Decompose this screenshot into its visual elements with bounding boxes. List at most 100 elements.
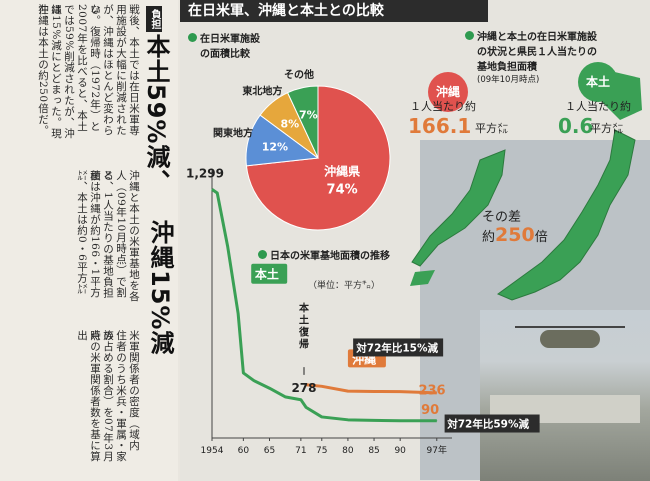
article-text-column: 住者のうち米兵・軍属・家族	[102, 330, 127, 462]
line-point	[269, 387, 270, 389]
line-point	[436, 420, 438, 422]
graphic-title: 在日米軍、沖縄と本土との比較	[180, 0, 488, 22]
article-text-column: では59%削減されたが、沖縄	[50, 4, 75, 139]
reversion-label-char: 土	[299, 314, 309, 327]
mainland-tag-label: 本土	[255, 267, 279, 282]
start-value-label: 1,299	[186, 166, 224, 180]
photo-helicopter	[540, 330, 600, 348]
article-text-column: 米軍関係者の密度（域内	[128, 330, 140, 451]
pie-heading: 在日米軍施設 の面積比較	[188, 30, 260, 60]
line-point	[284, 396, 286, 398]
difference-prefix: その差	[482, 210, 522, 225]
article-text-column: 用施設が大幅に削減された	[115, 4, 127, 136]
x-tick-label: 1954	[201, 446, 224, 456]
okinawa-circle: 沖縄	[428, 72, 468, 112]
line-point	[211, 188, 213, 190]
line-point	[399, 420, 401, 422]
mainland-map	[496, 129, 636, 301]
line-point	[305, 406, 307, 408]
line-point	[216, 192, 218, 194]
x-tick-label: 65	[264, 446, 275, 456]
mainland-area-value: 0.6	[558, 114, 594, 138]
photo-helicopter-rotor	[515, 326, 625, 328]
pie-slice-label: 沖縄県	[324, 164, 360, 179]
headline-line-1: 本土59%減、	[142, 34, 170, 195]
line-point	[436, 392, 438, 394]
article-text-column: の占める割合）を07年3月時	[89, 330, 114, 462]
okinawa-area-unit: 平方㍍	[475, 122, 508, 135]
article-text-column: 人（09年10月時点）で割る	[102, 170, 127, 298]
infographic: 在日米軍、沖縄と本土との比較 沖縄と本土の在日米軍施設 の状況と県民１人当たりの…	[180, 0, 650, 481]
mainland-end-value: 90	[421, 403, 439, 418]
okinawa-map-south	[410, 270, 435, 286]
mainland-area-unit: 平方㍍	[590, 122, 623, 135]
article-column: 負担 本土59%減、 沖縄15%減 戦後、本土では在日米軍専 用施設が大幅に削減さ…	[0, 0, 178, 481]
pie-slice-percent: 7%	[299, 108, 318, 121]
x-tick-label: 85	[368, 446, 379, 456]
okinawa-change-box	[353, 338, 444, 357]
pie-slice-percent: 8%	[280, 117, 299, 130]
pie-slice-label: その他	[284, 68, 314, 81]
line-series-okinawa	[305, 383, 437, 395]
pie-slice	[286, 85, 319, 159]
pie-slice-label: 関東地方	[213, 127, 253, 140]
line-point	[321, 385, 323, 387]
difference-value: 約250倍	[482, 224, 548, 246]
line-point	[373, 390, 375, 392]
x-tick-label: 80	[342, 446, 354, 456]
line-point	[305, 384, 307, 386]
reversion-label-char: 復	[298, 326, 310, 339]
x-tick-label: 97年	[427, 444, 447, 456]
line-point	[321, 416, 323, 418]
line-point	[373, 419, 375, 421]
article-text-column: 沖縄は本土の約250倍だ。	[37, 4, 49, 136]
okinawa-area-value: 166.1	[408, 114, 472, 138]
okinawa-end-value: 236	[418, 383, 445, 398]
okinawa-map	[411, 149, 506, 267]
reversion-label-char: 本	[299, 302, 310, 315]
x-tick-label: 71	[295, 446, 306, 456]
line-point	[399, 391, 401, 393]
line-chart-unit: （単位：平方㌔）	[308, 281, 381, 291]
line-point	[242, 372, 244, 374]
reversion-label-char: 帰	[299, 338, 309, 351]
line-point	[347, 419, 349, 421]
article-text-column: と、1人当たりの基地負担面	[89, 170, 114, 299]
article-text-column: 積は沖縄が約166・1平方	[89, 170, 101, 298]
pie-slice-percent: 74%	[327, 183, 358, 198]
mainland-circle: 本土	[578, 62, 618, 102]
line-point	[253, 380, 255, 382]
line-point	[227, 246, 229, 248]
line-point	[237, 313, 239, 315]
article-text-column: が、沖縄はほとんど変わらな	[89, 4, 114, 136]
x-tick-label: 75	[316, 446, 327, 456]
mainland-tag-box	[251, 263, 288, 284]
article-text-column: ㍍、本土は約0・6平方㍍	[76, 170, 88, 295]
line-point	[300, 399, 302, 401]
line-point	[347, 390, 349, 392]
article-text-column: 2007年を比べると、本土	[76, 4, 88, 132]
article-text-column: 沖縄と本土の米軍基地を各	[128, 170, 140, 302]
article-text-column: は15%減にとどまった。現在、	[37, 4, 62, 139]
okinawa-per-person: １人当たり約	[410, 100, 476, 113]
reversion-value-label: 278	[291, 381, 316, 395]
mainland-change-box	[444, 414, 540, 433]
pie-slice-label: 東北地方	[242, 84, 282, 97]
bullet-icon	[258, 250, 267, 259]
article-text-column: 点の米軍関係者数を基に算出	[76, 330, 101, 462]
mainland-per-person: １人当たり約	[565, 100, 631, 113]
x-tick-label: 90	[394, 446, 406, 456]
mainland-change-label: 対72年比59%減	[446, 418, 529, 431]
okinawa-change-label: 対72年比15%減	[355, 341, 438, 354]
charts-canvas: 74% 沖縄県 12% 関東地方 8% 東北地方 7% その他 1954 60 65 71 75 80 85…	[186, 68, 540, 456]
bullet-icon	[465, 31, 474, 40]
burden-badge: 負担	[146, 6, 162, 32]
article-text-column: 戦後、本土では在日米軍専	[128, 4, 140, 136]
pie-slice-percent: 12%	[262, 140, 288, 153]
bullet-icon	[188, 33, 197, 42]
headline-line-2: 沖縄15%減	[146, 220, 174, 356]
line-chart-heading: 日本の米軍基地面積の推移	[258, 247, 390, 262]
x-tick-label: 60	[238, 446, 250, 456]
article-text-column: い。復帰時（1972年）と	[89, 4, 101, 132]
burden-heading: 沖縄と本土の在日米軍施設 の状況と県民１人当たりの 基地負担面積 (09年10月…	[465, 28, 597, 85]
